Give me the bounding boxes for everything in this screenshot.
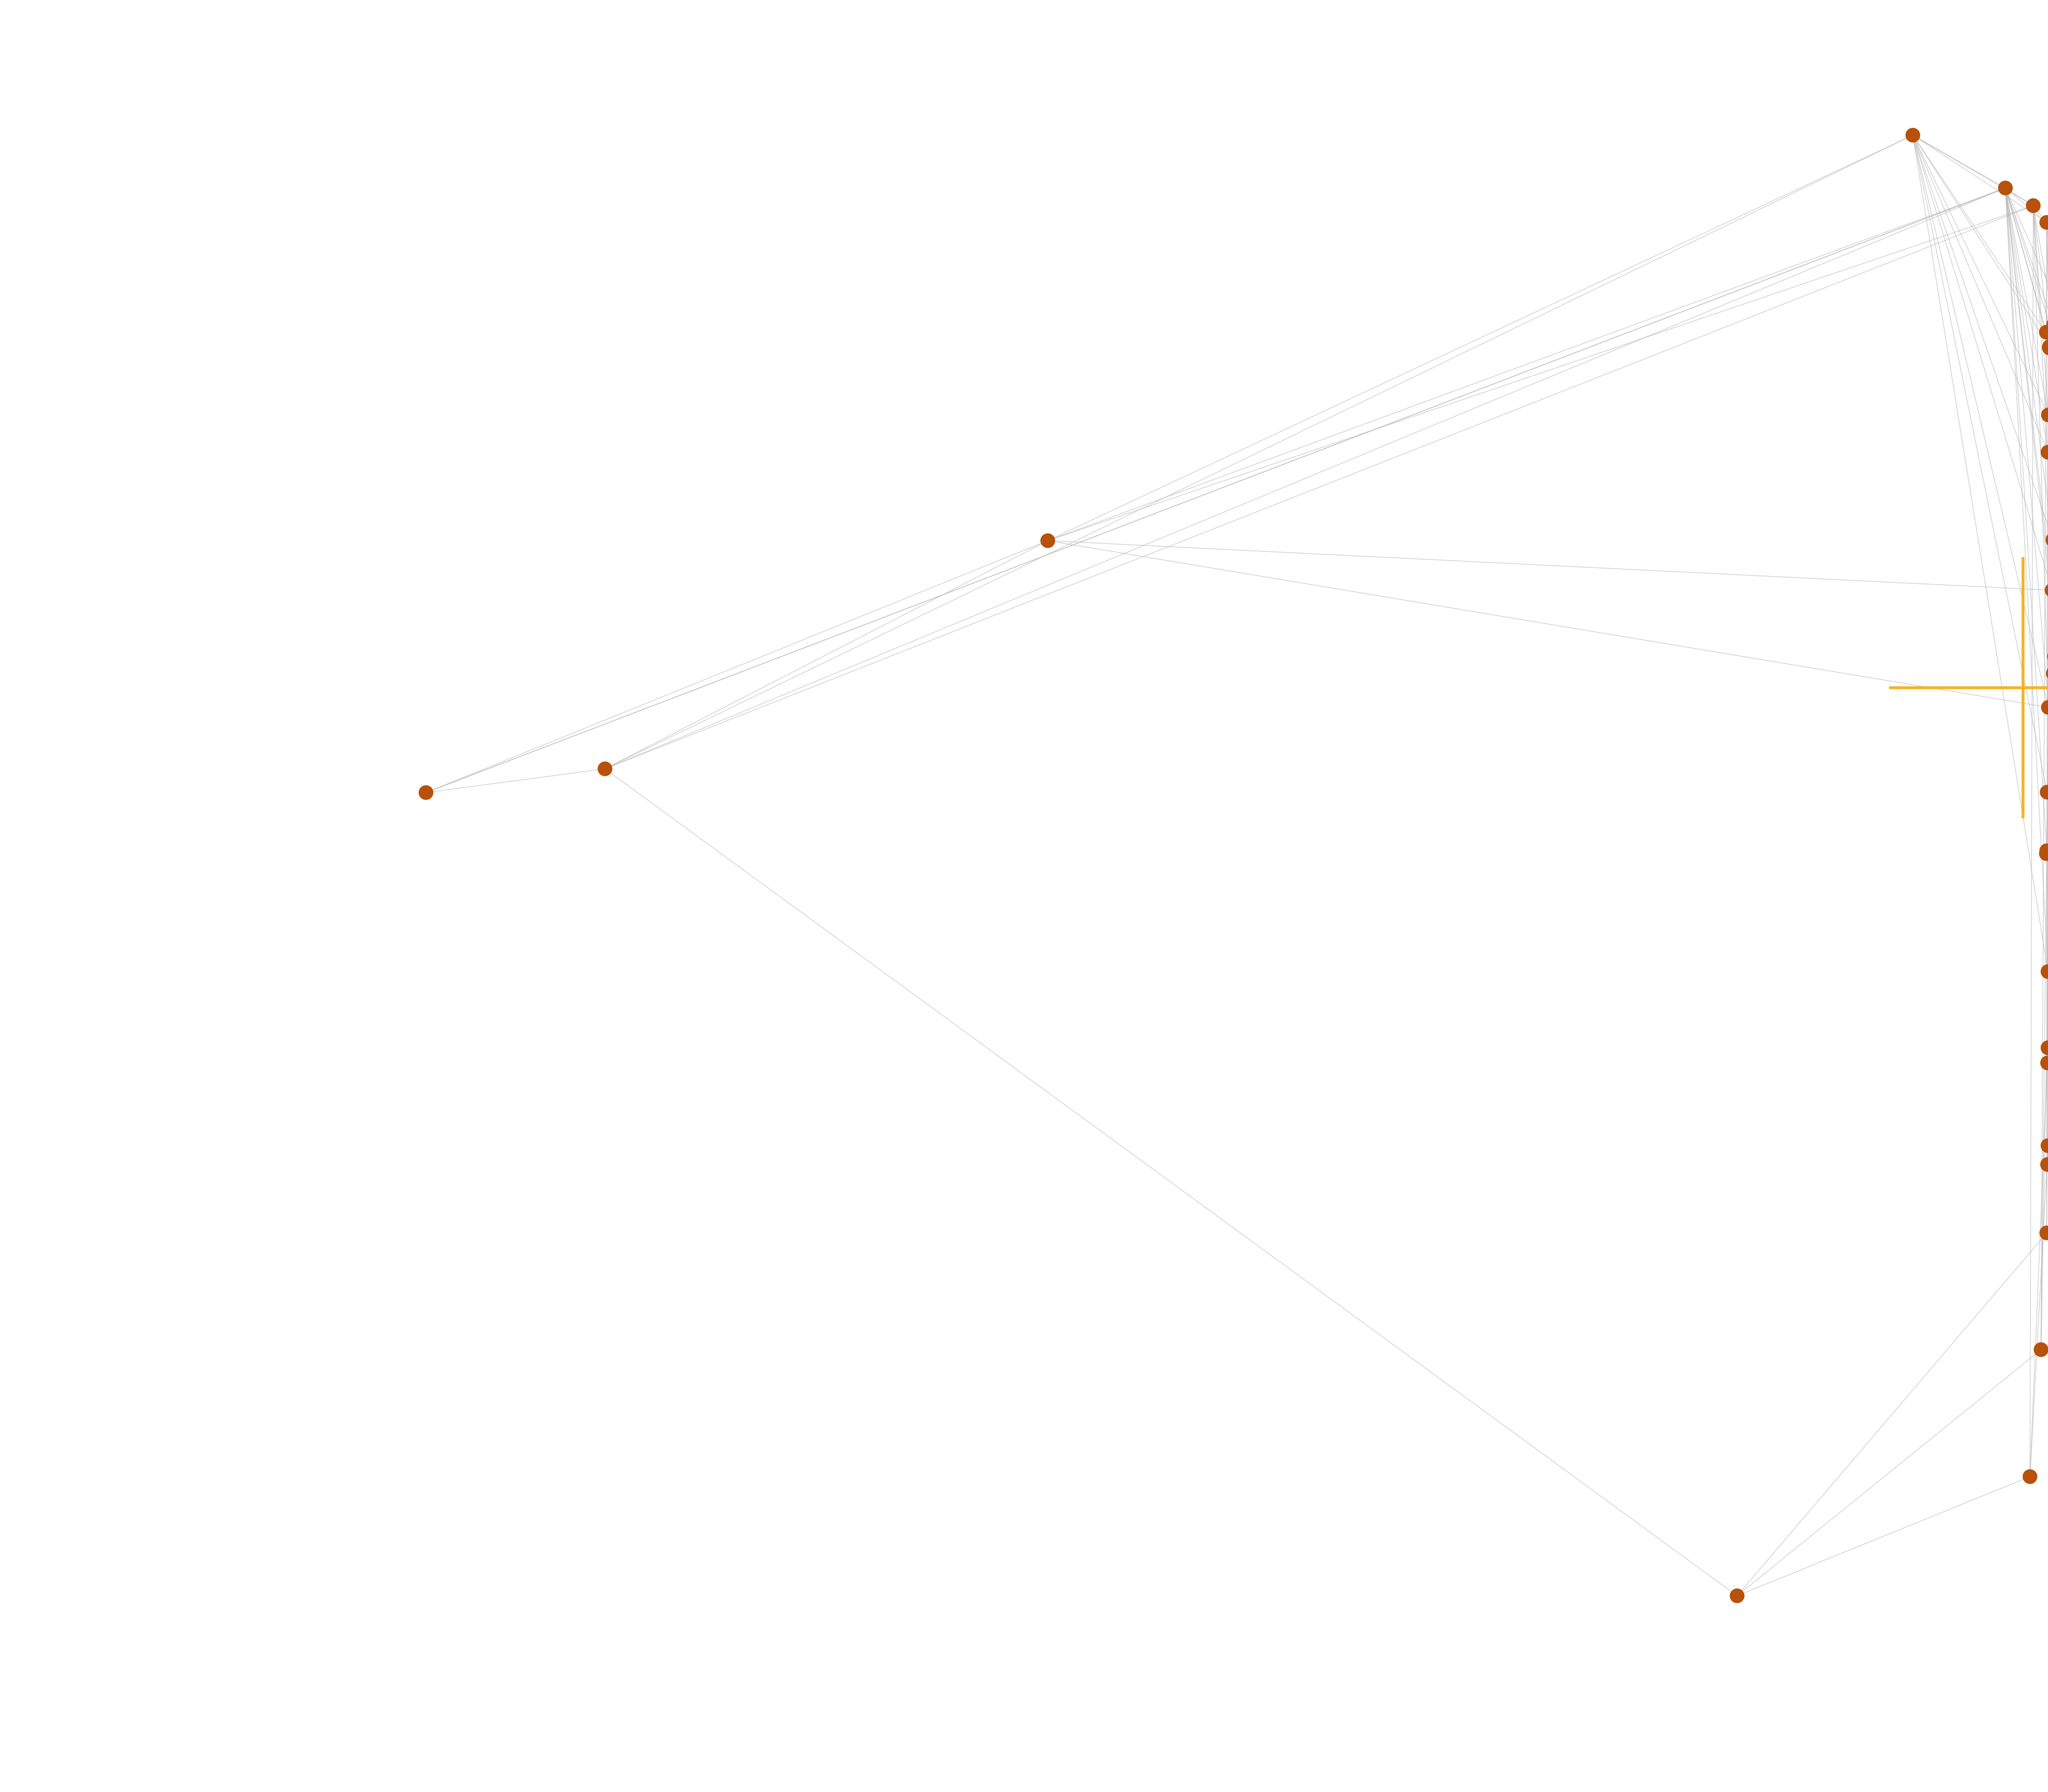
graph-edge: [2033, 205, 2048, 708]
graph-edge: [1912, 135, 2048, 337]
graph-node[interactable]: [2041, 1138, 2048, 1153]
graph-node[interactable]: [2041, 700, 2048, 715]
graph-edge: [2030, 1145, 2048, 1477]
graph-edge: [426, 188, 2006, 793]
graph-edge: [1047, 540, 2048, 708]
graph-edge: [1737, 1349, 2041, 1596]
graph-node[interactable]: [1998, 181, 2013, 195]
graph-node[interactable]: [2046, 532, 2048, 547]
graph-edge: [605, 768, 1738, 1596]
graph-edge: [1912, 135, 2048, 527]
graph-edge: [1912, 135, 2048, 972]
graph-edge: [605, 135, 1913, 769]
edges-layer: [426, 135, 2048, 1596]
graph-node[interactable]: [2046, 666, 2048, 681]
graph-edge: [426, 540, 1048, 793]
graph-edge: [2005, 188, 2048, 507]
graph-node[interactable]: [2040, 1056, 2048, 1070]
graph-edge: [2005, 188, 2048, 415]
graph-edge: [2005, 188, 2047, 851]
graph-node[interactable]: [2039, 1226, 2048, 1240]
graph-node[interactable]: [1040, 533, 1055, 548]
graph-node[interactable]: [2041, 445, 2048, 460]
graph-node[interactable]: [2041, 964, 2048, 979]
graph-node[interactable]: [2039, 325, 2048, 340]
graph-edge: [1912, 135, 2048, 453]
graph-edge: [2030, 1047, 2048, 1477]
graph-edge: [1737, 1232, 2047, 1596]
crosshair-layer[interactable]: [1889, 557, 2048, 818]
graph-edge: [2005, 188, 2048, 708]
graph-node[interactable]: [2034, 1342, 2048, 1357]
graph-edge: [1047, 135, 1913, 541]
graph-node[interactable]: [419, 785, 433, 800]
graph-node[interactable]: [1905, 128, 1920, 143]
graph-node[interactable]: [1730, 1588, 1744, 1603]
nodes-layer[interactable]: [419, 128, 2048, 1603]
graph-edge: [2033, 205, 2048, 293]
graph-edge: [1047, 540, 2048, 591]
graph-edge: [1912, 135, 2048, 578]
graph-node[interactable]: [2039, 215, 2048, 230]
graph-edge: [1047, 188, 2006, 541]
graph-edge: [2030, 205, 2034, 1477]
graph-edge: [1912, 135, 2047, 223]
graph-edge: [1912, 135, 2034, 206]
graph-edge: [426, 768, 605, 793]
graph-node[interactable]: [2041, 408, 2048, 422]
graph-edge: [2005, 188, 2048, 972]
graph-edge: [2005, 188, 2048, 310]
graph-edge: [605, 540, 1048, 769]
graph-edge: [1047, 205, 2034, 541]
graph-node[interactable]: [598, 761, 612, 776]
graph-edge: [2005, 188, 2048, 342]
graph-node[interactable]: [2039, 846, 2048, 861]
graph-edge: [2033, 205, 2048, 464]
graph-node[interactable]: [2023, 1469, 2037, 1484]
graph-node[interactable]: [2040, 785, 2048, 800]
graph-edge: [2005, 188, 2048, 284]
graph-node[interactable]: [2045, 583, 2048, 598]
graph-edge: [1912, 135, 2048, 708]
graph-edge: [605, 205, 2034, 769]
graph-node[interactable]: [2041, 1040, 2048, 1055]
graph-edge: [1912, 135, 2048, 345]
graph-edge: [2005, 188, 2048, 453]
graph-edge: [1737, 1476, 2030, 1596]
graph-node[interactable]: [2040, 1157, 2048, 1172]
graph-edge: [2005, 188, 2048, 320]
graph-edge: [605, 188, 2006, 769]
graph-node[interactable]: [2026, 198, 2041, 213]
graph-node[interactable]: [2042, 339, 2048, 356]
